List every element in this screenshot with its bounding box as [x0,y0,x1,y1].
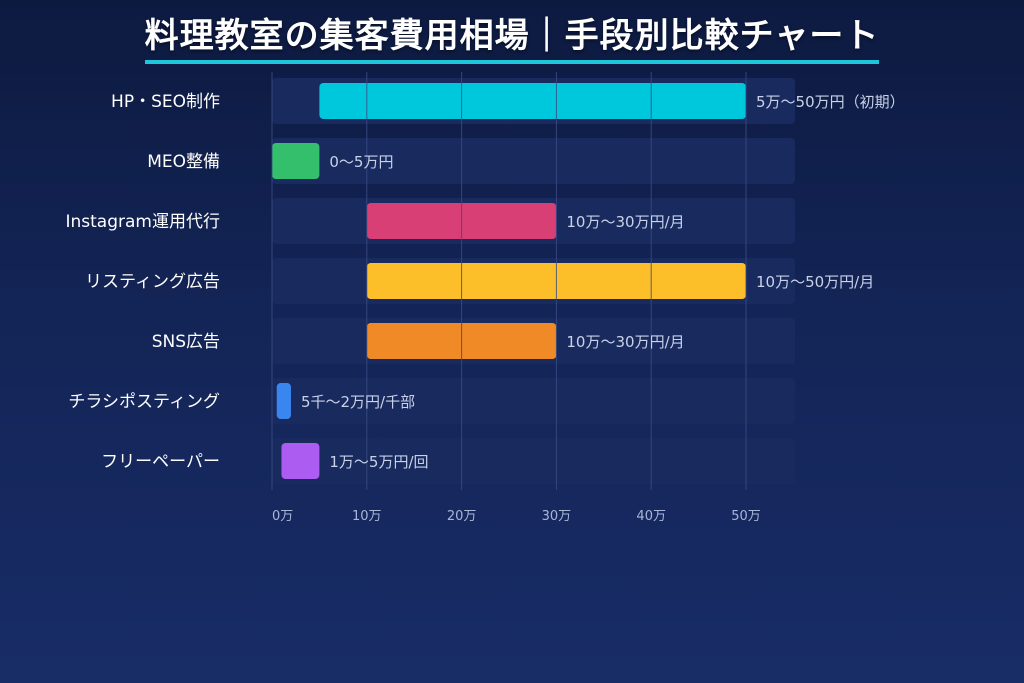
value-label-row-6: 1万〜5万円/回 [329,453,428,471]
bar-track-row-6 [272,438,795,484]
bar-row-0 [319,83,746,119]
bar-row-6 [281,443,320,479]
category-label-row-3: リスティング広告 [85,272,220,292]
category-label-row-2: Instagram運用代行 [66,212,221,232]
grid-layer [271,72,747,490]
bar-track-row-5 [272,378,795,424]
chart-title: 料理教室の集客費用相場｜手段別比較チャート [144,8,880,64]
x-tick-label-0: 0万 [272,509,293,524]
value-label-row-0: 5万〜50万円（初期） [756,93,905,111]
x-tick-label-5: 50万 [731,509,761,524]
value-label-row-1: 0〜5万円 [329,153,393,171]
category-label-row-4: SNS広告 [152,332,220,352]
value-label-row-3: 10万〜50万円/月 [756,273,874,291]
x-tick-label-2: 20万 [447,509,477,524]
value-label-row-4: 10万〜30万円/月 [566,333,684,351]
category-label-row-1: MEO整備 [147,152,220,172]
bar-track-row-1 [272,138,795,184]
x-axis-ticks: 0万 10万 20万 30万 40万 50万 [272,509,761,524]
category-label-row-0: HP・SEO制作 [111,92,220,112]
label-layer: HP・SEO制作 5万〜50万円（初期） MEO整備 0〜5万円 Instagram運用… [66,92,905,472]
chart-title-wrap: 料理教室の集客費用相場｜手段別比較チャート [0,8,1024,64]
x-tick-label-3: 30万 [542,509,572,524]
bar-row-5 [276,383,291,419]
category-label-row-6: フリーペーパー [101,452,220,472]
value-label-row-5: 5千〜2万円/千部 [301,393,415,411]
category-label-row-5: チラシポスティング [68,392,220,412]
bar-row-1 [272,143,320,179]
x-tick-label-1: 10万 [352,509,382,524]
x-tick-label-4: 40万 [636,509,666,524]
value-label-row-2: 10万〜30万円/月 [566,213,684,231]
